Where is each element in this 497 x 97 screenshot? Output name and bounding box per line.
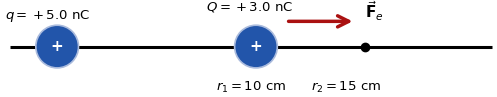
Ellipse shape (235, 25, 277, 68)
Text: $r_1 = 10$ cm: $r_1 = 10$ cm (216, 80, 286, 95)
Text: $Q = +3.0$ nC: $Q = +3.0$ nC (206, 0, 293, 14)
Text: $\vec{\mathbf{F}}_e$: $\vec{\mathbf{F}}_e$ (365, 0, 384, 23)
Text: +: + (51, 39, 64, 54)
Text: $r_2 = 15$ cm: $r_2 = 15$ cm (311, 80, 381, 95)
Text: +: + (249, 39, 262, 54)
Ellipse shape (36, 25, 79, 68)
Text: $q = +5.0$ nC: $q = +5.0$ nC (5, 9, 90, 24)
